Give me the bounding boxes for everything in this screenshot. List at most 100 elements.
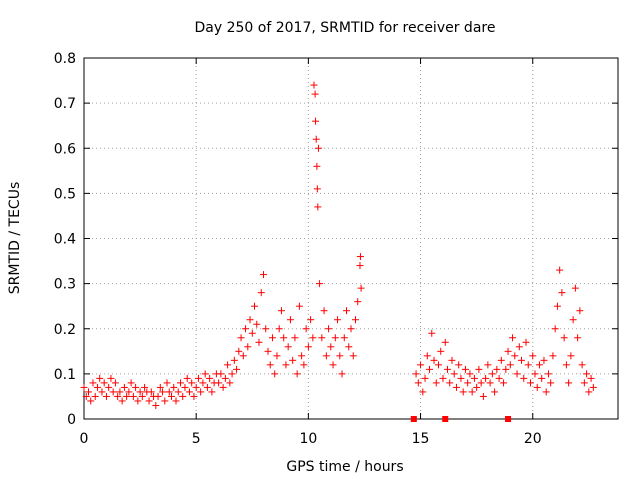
data-point bbox=[145, 397, 153, 405]
data-point bbox=[273, 352, 281, 360]
data-point bbox=[264, 347, 272, 355]
data-point bbox=[105, 383, 113, 391]
data-point bbox=[509, 334, 517, 342]
data-point bbox=[580, 379, 588, 387]
data-point bbox=[526, 379, 534, 387]
data-point bbox=[336, 352, 344, 360]
data-point bbox=[576, 307, 584, 315]
data-point bbox=[289, 356, 297, 364]
data-point bbox=[531, 370, 539, 378]
data-point bbox=[549, 352, 557, 360]
data-point bbox=[343, 307, 351, 315]
data-point bbox=[560, 334, 568, 342]
data-points bbox=[80, 81, 597, 409]
data-point bbox=[351, 316, 359, 324]
data-point bbox=[452, 383, 460, 391]
data-point bbox=[583, 370, 591, 378]
data-point bbox=[176, 379, 184, 387]
data-point bbox=[300, 361, 308, 369]
data-point bbox=[165, 388, 173, 396]
data-point bbox=[228, 370, 236, 378]
data-point bbox=[235, 347, 243, 355]
data-point bbox=[192, 383, 200, 391]
data-point bbox=[459, 388, 467, 396]
data-point bbox=[565, 379, 573, 387]
data-point bbox=[484, 361, 492, 369]
data-point bbox=[154, 392, 162, 400]
data-point bbox=[318, 334, 326, 342]
data-point bbox=[172, 397, 180, 405]
data-point bbox=[221, 374, 229, 382]
data-point bbox=[280, 334, 288, 342]
data-point bbox=[284, 343, 292, 351]
data-point bbox=[338, 370, 346, 378]
y-tick-label: 0.1 bbox=[54, 367, 76, 383]
data-point bbox=[540, 356, 548, 364]
data-point bbox=[208, 388, 216, 396]
data-point bbox=[109, 388, 117, 396]
data-point bbox=[325, 325, 333, 333]
data-point bbox=[314, 203, 322, 211]
data-point bbox=[538, 374, 546, 382]
data-point bbox=[515, 343, 523, 351]
data-point bbox=[248, 329, 256, 337]
data-point bbox=[181, 383, 189, 391]
data-point bbox=[174, 388, 182, 396]
data-point bbox=[547, 379, 555, 387]
no-data-marker bbox=[442, 416, 449, 422]
data-point bbox=[446, 379, 454, 387]
data-point bbox=[491, 388, 499, 396]
data-point bbox=[461, 365, 469, 373]
data-point bbox=[506, 361, 514, 369]
data-point bbox=[423, 352, 431, 360]
data-point bbox=[468, 388, 476, 396]
data-point bbox=[354, 298, 362, 306]
data-point bbox=[257, 289, 265, 297]
data-point bbox=[544, 370, 552, 378]
data-point bbox=[524, 361, 532, 369]
data-point bbox=[129, 392, 137, 400]
data-point bbox=[412, 370, 420, 378]
data-point bbox=[310, 81, 318, 89]
data-point bbox=[237, 334, 245, 342]
data-point bbox=[100, 379, 108, 387]
data-point bbox=[114, 392, 122, 400]
data-point bbox=[87, 397, 95, 405]
data-point bbox=[414, 379, 422, 387]
data-point bbox=[589, 383, 597, 391]
y-tick-label: 0.2 bbox=[54, 322, 76, 338]
data-point bbox=[275, 325, 283, 333]
data-point bbox=[123, 392, 131, 400]
data-point bbox=[152, 401, 160, 409]
data-point bbox=[443, 365, 451, 373]
data-point bbox=[84, 388, 92, 396]
data-point bbox=[502, 365, 510, 373]
data-point bbox=[312, 135, 320, 143]
data-point bbox=[349, 352, 357, 360]
data-point bbox=[567, 352, 575, 360]
data-point bbox=[136, 388, 144, 396]
data-point bbox=[529, 352, 537, 360]
data-point bbox=[504, 347, 512, 355]
data-point bbox=[439, 374, 447, 382]
data-point bbox=[282, 361, 290, 369]
data-point bbox=[82, 392, 90, 400]
data-point bbox=[219, 383, 227, 391]
data-point bbox=[159, 388, 167, 396]
data-point bbox=[286, 316, 294, 324]
x-tick-label: 0 bbox=[80, 431, 89, 447]
data-point bbox=[311, 90, 319, 98]
data-point bbox=[497, 356, 505, 364]
data-point bbox=[125, 388, 133, 396]
data-point bbox=[522, 338, 530, 346]
data-point bbox=[266, 361, 274, 369]
data-point bbox=[464, 379, 472, 387]
data-point bbox=[520, 374, 528, 382]
data-point bbox=[188, 379, 196, 387]
data-point bbox=[302, 325, 310, 333]
data-point bbox=[163, 379, 171, 387]
data-point bbox=[93, 383, 101, 391]
data-point bbox=[470, 374, 478, 382]
data-point bbox=[118, 397, 126, 405]
chart-title: Day 250 of 2017, SRMTID for receiver dar… bbox=[195, 20, 496, 36]
